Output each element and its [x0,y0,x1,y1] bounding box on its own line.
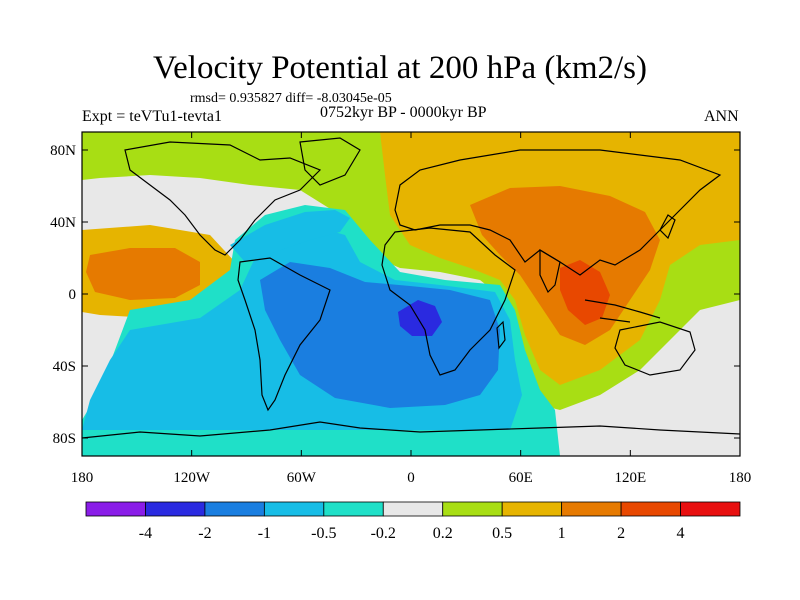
colorbar-swatch [204,501,265,517]
y-tick-label: 40N [50,215,76,231]
x-axis: 180 120W 60W 0 60E 120E 180 [71,132,752,486]
x-tick-label: 0 [407,470,415,486]
colorbar-swatch [85,501,146,517]
colorbar-label: 1 [558,525,566,542]
x-tick-label: 120E [614,470,646,486]
x-tick-label: 180 [71,470,94,486]
colorbar-label: -2 [198,525,211,542]
map-area [82,132,740,456]
x-tick-label: 120W [173,470,211,486]
field-blue-south-atlantic [260,262,500,408]
coast-australia [614,321,696,376]
field-cyan-atlantic-north [230,210,350,262]
field-red-core [560,260,610,325]
colorbar-swatch [145,501,206,517]
colorbar-label: -4 [139,525,152,542]
coast-africa [381,227,516,376]
colorbar-label: 2 [617,525,625,542]
y-tick-label: 40S [53,359,76,375]
colorbar-label: 0.2 [433,525,453,542]
y-tick-label: 0 [69,287,77,303]
colorbar-swatch [382,501,444,517]
y-tick-label: 80N [50,143,76,159]
coast-japan [659,214,676,240]
coast-south-america [237,257,331,412]
season-label: ANN [704,108,739,125]
colorbar-swatch [501,501,563,517]
period-label: 0752kyr BP - 0000kyr BP [320,104,487,121]
colorbar-swatch [680,501,741,517]
colorbar-label: 4 [677,525,685,542]
x-tick-label: 60W [287,470,317,486]
coastlines [82,137,740,439]
colorbar-swatch [620,501,681,517]
colorbar-swatch [561,501,622,517]
coast-indonesia [584,299,661,323]
y-axis: 80N 40N 0 40S 80S [50,143,740,447]
coast-madagascar [496,320,506,350]
colorbar: -4 -2 -1 -0.5 -0.2 0.2 0.5 1 2 4 [85,501,741,542]
y-tick-label: 80S [53,431,76,447]
colorbar-label: -0.5 [311,525,336,542]
chart-title: Velocity Potential at 200 hPa (km2/s) [152,50,648,86]
experiment-label: Expt = teVTu1-tevta1 [82,108,222,125]
colorbar-swatch [263,501,325,517]
colorbar-label: 0.5 [492,525,512,542]
coast-india [539,248,561,294]
colorbar-label: -1 [258,525,271,542]
x-tick-label: 180 [729,470,752,486]
x-tick-label: 60E [509,470,533,486]
coast-greenland [299,137,361,186]
coast-antarctica [82,421,740,439]
field-darkorange-pacific [86,248,200,300]
colorbar-swatch [442,501,503,517]
colorbar-swatch [323,501,384,517]
field-darkblue-africa [398,300,442,336]
stats-text: rmsd= 0.935827 diff= -8.03045e-05 [190,91,392,106]
colorbar-label: -0.2 [371,525,396,542]
coast-eurasia [394,149,722,276]
coast-north-america [124,141,322,256]
